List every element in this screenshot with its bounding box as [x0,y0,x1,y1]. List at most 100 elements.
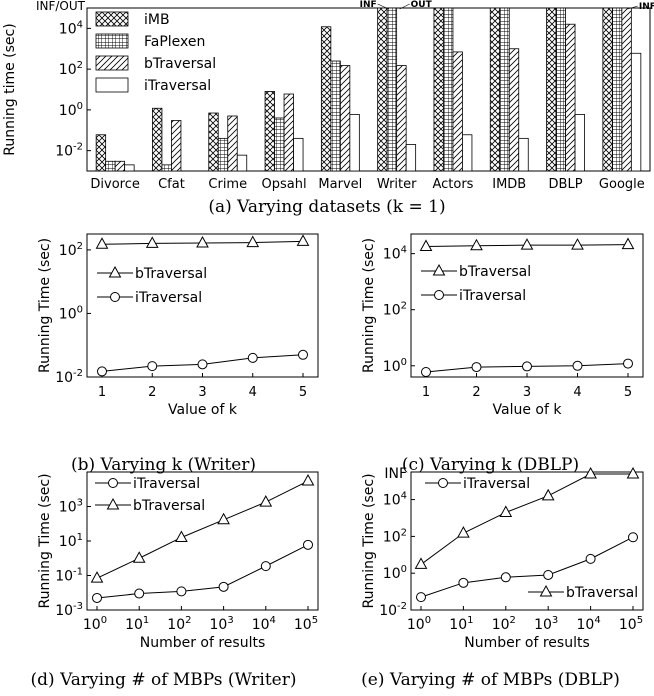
annotation-inf-writer: INF [360,0,377,10]
legend-label-btraversal: bTraversal [144,56,216,72]
point-btraversal [217,512,230,525]
x-tick-label-c: 2 [472,385,480,400]
legend-label-btraversal: bTraversal [133,498,205,514]
series-line-itraversal [420,536,634,598]
y-tick-label-d: 103 [59,498,83,516]
plot-frame-c [410,233,644,378]
legend-label-btraversal: bTraversal [566,585,638,601]
x-tick-label-a: Cfat [158,177,185,192]
bar-btraversal [227,115,238,172]
point-btraversal [132,551,146,563]
annotation-pointer [399,3,410,10]
y-tick-label-b: 10-2 [55,368,83,386]
legend-label-itraversal: iTraversal [463,476,530,492]
point-itraversal [197,359,208,370]
y-tick-label-c: 100 [383,357,407,375]
bar-itraversal [574,113,585,172]
point-btraversal [95,237,109,249]
point-itraversal [416,592,426,603]
legend-label-imb: iMB [144,12,170,28]
point-itraversal [572,360,583,371]
x-tick-label-a: DBLP [549,177,583,192]
point-btraversal [626,466,640,479]
point-btraversal [499,505,513,517]
point-itraversal [97,366,107,377]
series-line-btraversal [420,473,633,565]
y-tick-label-d: 10-1 [55,567,83,585]
x-tick-label-b: 2 [148,385,156,400]
point-btraversal [621,237,635,250]
y-axis-label-e: Running Time (sec) [361,473,377,608]
y-axis-label-d: Running Time (sec) [37,473,53,608]
x-tick-label-b: 1 [98,385,106,400]
legend-a: iMB FaPlexen bTraversal iTraversal [95,11,216,94]
bar-faplexen [105,160,116,172]
x-tick-label-a: Google [599,177,645,192]
bar-btraversal [339,65,351,172]
point-btraversal [419,239,433,251]
point-btraversal [470,238,483,251]
bar-itraversal [462,134,473,172]
point-itraversal [218,581,229,592]
y-tick-label-a: 102 [59,60,83,78]
y-tick-label-e: 10-2 [379,601,407,619]
point-btraversal [246,235,260,248]
x-axis-label-b: Value of k [168,402,238,418]
x-tick-label-e: 101 [449,615,473,633]
y-tick-label-a: 104 [59,19,83,37]
bar-imb [264,91,275,172]
bar-btraversal [171,120,182,172]
bar-itraversal [349,113,360,172]
point-itraversal [585,553,596,564]
y-tick-label-d: 10-3 [55,601,83,619]
legend-label-faplexen: FaPlexen [144,34,205,50]
y-tick-label-e: 102 [383,527,407,545]
caption-c: (c) Varying k (DBLP) [401,455,580,475]
inf-label-e: INF [384,466,407,482]
plot-frame-a [86,7,651,172]
caption-e: (e) Varying # of MBPs (DBLP) [361,670,620,690]
legend-marker-itraversal [438,478,448,488]
y-tick-label-c: 102 [383,301,407,319]
x-tick-label-a: Marvel [318,177,362,192]
bar-imb [152,107,163,172]
bar-btraversal [452,51,463,172]
y-tick-label-b: 102 [59,241,83,259]
bar-imb [489,7,501,172]
x-tick-label-d: 101 [125,615,149,633]
point-btraversal [414,557,428,569]
bar-faplexen [499,7,510,172]
annotation-out-writer: OUT [411,0,433,10]
point-btraversal [145,236,159,248]
x-axis-label-d: Number of results [140,635,266,651]
annotation-inf-google: INF [639,2,654,12]
bar-itraversal [518,137,529,172]
point-itraversal [623,358,633,369]
y-tick-label-a: 100 [59,101,83,119]
legend-marker-btraversal [106,497,120,510]
legend-swatch-btraversal [95,55,129,71]
x-tick-label-a: Writer [377,177,417,192]
bar-imb [433,7,444,172]
bar-btraversal [565,23,576,172]
y-tick-label-b: 100 [59,304,83,322]
bar-faplexen [611,7,623,172]
legend-marker-itraversal [434,290,444,300]
x-tick-label-e: 100 [407,615,431,633]
x-tick-label-d: 104 [252,615,276,633]
bar-faplexen [217,137,229,172]
y-tick-label-d: 101 [59,532,83,550]
x-tick-label-a: Crime [208,177,247,192]
bar-imb [208,112,219,172]
point-itraversal [421,367,431,378]
bar-btraversal [508,48,520,172]
x-tick-label-e: 102 [492,615,516,633]
plot-frame-e [410,471,644,611]
legend-marker-itraversal [110,292,120,302]
legend-label-btraversal: bTraversal [459,264,531,280]
x-tick-label-e: 105 [619,615,643,633]
legend-label-itraversal: iTraversal [144,78,211,94]
y-axis-label-a: Running time (sec) [2,23,18,155]
y-tick-label-c: 104 [383,245,407,263]
bar-itraversal [236,154,248,172]
